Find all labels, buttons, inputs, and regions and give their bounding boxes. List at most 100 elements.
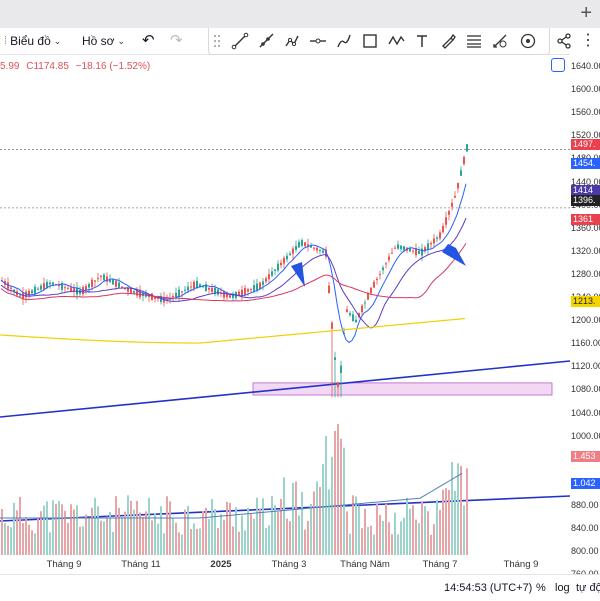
sync-icon[interactable] [551,58,565,72]
candle-body [43,283,45,290]
candle-body [49,282,51,285]
candle-body [244,287,246,295]
share-icon[interactable] [555,32,573,50]
candle-body [358,313,360,317]
volume-bar [394,512,396,555]
brush-icon[interactable] [335,32,353,50]
volume-bar [136,500,138,555]
volume-bar [214,509,216,555]
candle-body [151,293,153,300]
x-tick-label: Tháng 7 [422,559,458,570]
candle-body [334,357,336,360]
candle-body [175,292,177,298]
volume-bar [457,463,459,555]
ray-icon[interactable] [257,32,275,50]
candle-body [352,314,354,322]
candle-body [331,322,333,329]
volume-bar [382,520,384,555]
volume-bar [397,534,399,555]
redo-icon: ↷ [170,32,183,49]
volume-bar [103,521,105,555]
volume-bar [373,534,375,555]
candle-body [202,286,204,288]
volume-bar [433,524,435,555]
price-badge: 1497. [571,139,600,150]
candle-body [376,278,378,281]
candle-body [64,287,66,289]
auto-toggle[interactable]: tự độ [576,582,600,594]
volume-bar [421,502,423,555]
volume-bar [184,509,186,555]
price-badge: 1361 [571,214,600,225]
chart-menu-button[interactable]: ⁞ Biểu đồ ⌄ [4,32,61,50]
volume-bar [97,506,99,555]
candle-body [97,278,99,280]
volume-bar [73,509,75,555]
price-badge: 1213. [571,296,600,307]
volume-bar [82,526,84,555]
volume-bar [355,496,357,555]
volume-bar [367,526,369,555]
volume-bar [319,487,321,555]
brush-pen-icon[interactable] [439,32,457,50]
new-tab-button[interactable]: + [580,2,592,24]
volume-bar [346,511,348,555]
volume-bar [76,505,78,555]
path-icon[interactable] [283,32,301,50]
volume-bar [268,525,270,555]
redo-button[interactable]: ↷ [170,32,183,50]
volume-bar [109,511,111,555]
more-options-icon[interactable]: ⋮ [580,32,596,49]
rectangle-icon[interactable] [361,32,379,50]
candle-body [277,263,279,271]
price-chart[interactable] [0,54,570,574]
volume-bar [430,534,432,555]
y-tick-label: 840.00 [571,523,599,533]
volume-bar [442,489,444,555]
x-tick-label: 2025 [210,559,232,570]
chart-menu-label: Biểu đồ [10,34,51,48]
candle-body [37,288,39,290]
tab-strip: + [0,0,600,29]
y-tick-label: 1360.00 [571,222,600,233]
text-icon[interactable] [413,32,431,50]
candle-body [217,289,219,295]
candle-body [73,288,75,292]
pattern-icon[interactable] [387,32,405,50]
target-icon[interactable] [519,32,537,50]
candle-body [61,282,63,290]
volume-bar [187,505,189,555]
volume-bar [157,523,159,555]
ohlc-change: −18.16 (−1.52%) [75,61,151,72]
candle-body [388,256,390,261]
candle-body [445,217,447,225]
volume-bar [172,518,174,555]
volume-bar [7,525,9,555]
trend-line-icon[interactable] [231,32,249,50]
trendline-price [0,360,570,418]
volume-bar [37,517,39,555]
drag-handle-icon[interactable] [213,32,221,50]
volume-bar [130,500,132,555]
volume-bar [337,424,339,555]
candle-body [460,170,462,176]
menu-icon: ⁞ [4,35,8,47]
candle-body [349,313,351,316]
measure-icon[interactable] [491,32,509,50]
horizontal-line-icon[interactable] [309,32,327,50]
percent-toggle[interactable]: % [536,582,546,594]
candle-body [31,290,33,294]
candle-body [67,287,69,289]
candle-body [397,244,399,249]
volume-bar [301,492,303,555]
fib-retracement-icon[interactable] [465,32,483,50]
y-tick-label: 1600.00 [571,84,600,95]
undo-button[interactable]: ↶ [142,32,155,50]
log-toggle[interactable]: log [555,582,570,594]
volume-bar [283,477,285,555]
profile-menu-button[interactable]: Hồ sơ ⌄ [82,32,125,50]
volume-bar [244,530,246,555]
volume-bar [217,528,219,555]
volume-bar [49,532,51,555]
volume-bar [403,517,405,555]
